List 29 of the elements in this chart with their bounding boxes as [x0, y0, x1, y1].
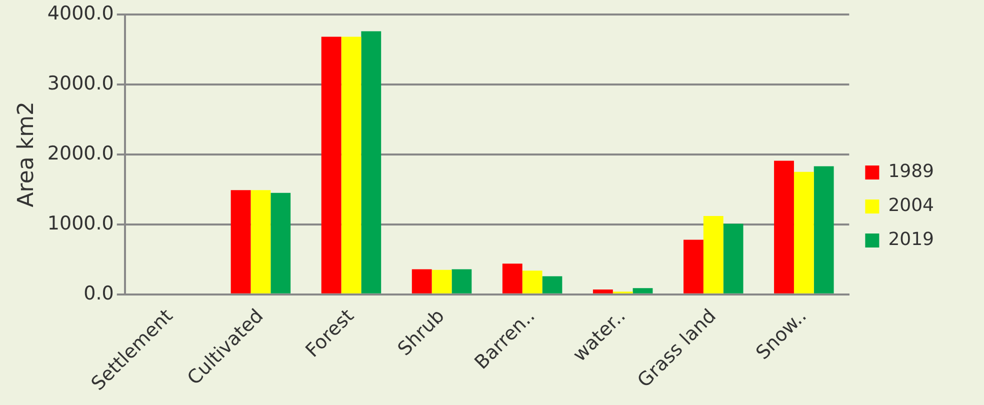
y-tick-label: 3000.0	[47, 72, 114, 94]
bar	[632, 288, 653, 294]
bar	[502, 264, 522, 294]
bar	[684, 240, 704, 294]
y-tick-label: 2000.0	[47, 142, 114, 164]
bar	[542, 276, 562, 294]
bar	[774, 160, 794, 294]
legend-label: 1989	[888, 161, 934, 182]
bar	[230, 190, 251, 294]
bar	[361, 31, 382, 294]
bar	[250, 190, 271, 294]
bar	[814, 166, 834, 294]
bar	[522, 270, 542, 294]
bar	[452, 269, 472, 294]
bar	[321, 36, 342, 294]
bar	[592, 290, 613, 294]
bar	[412, 269, 432, 294]
y-tick-label: 4000.0	[47, 2, 114, 24]
bar	[723, 224, 744, 294]
bar	[432, 270, 452, 294]
bar	[341, 36, 362, 294]
legend-label: 2019	[888, 229, 934, 250]
legend-label: 2004	[888, 195, 934, 216]
bar	[794, 172, 814, 294]
bar	[703, 216, 724, 294]
y-tick-label: 0.0	[84, 282, 114, 304]
y-axis-title: Area km2	[14, 102, 39, 208]
bar	[270, 192, 291, 294]
y-tick-label: 1000.0	[47, 212, 114, 234]
